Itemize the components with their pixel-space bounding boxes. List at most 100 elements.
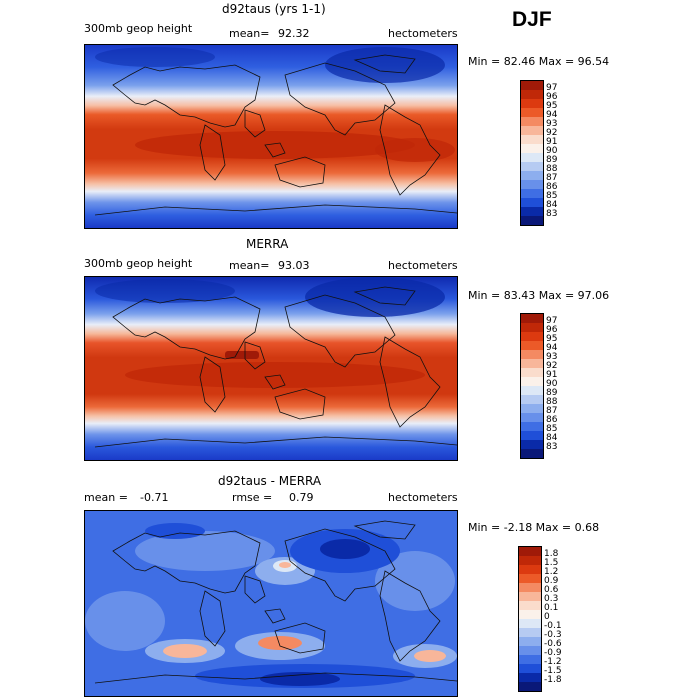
- colorbar-swatch: [521, 332, 543, 341]
- colorbar-tick-label: 89: [546, 155, 558, 165]
- colorbar-tick-label: -1.2: [544, 657, 562, 667]
- colorbar-swatch: [521, 449, 543, 458]
- panel-3-colorbar: [518, 546, 542, 692]
- colorbar-tick-label: 87: [546, 173, 558, 183]
- colorbar-swatch: [521, 81, 543, 90]
- colorbar-tick-label: 85: [546, 424, 558, 434]
- colorbar-swatch: [521, 440, 543, 449]
- panel-1-map-field: [85, 45, 457, 228]
- panel-3-mean-label: mean =: [84, 491, 128, 504]
- colorbar-tick-label: 96: [546, 92, 558, 102]
- colorbar-swatch: [521, 180, 543, 189]
- panel-1-units: hectometers: [388, 27, 458, 40]
- panel-2-mean-value: 93.03: [278, 259, 310, 272]
- colorbar-tick-label: 95: [546, 101, 558, 111]
- panel-3-rmse-value: 0.79: [289, 491, 314, 504]
- colorbar-swatch: [519, 673, 541, 682]
- colorbar-tick-label: 86: [546, 182, 558, 192]
- colorbar-swatch: [521, 431, 543, 440]
- colorbar-tick-label: 97: [546, 316, 558, 326]
- colorbar-swatch: [519, 646, 541, 655]
- colorbar-swatch: [521, 198, 543, 207]
- colorbar-swatch: [521, 135, 543, 144]
- panel-1-colorbar: [520, 80, 544, 226]
- colorbar-swatch: [519, 682, 541, 691]
- colorbar-swatch: [519, 601, 541, 610]
- colorbar-swatch: [519, 655, 541, 664]
- season-label: DJF: [512, 8, 552, 31]
- colorbar-swatch: [519, 574, 541, 583]
- colorbar-swatch: [519, 592, 541, 601]
- panel-3-map: [84, 510, 458, 697]
- colorbar-tick-label: 86: [546, 415, 558, 425]
- panel-3-map-field: [85, 511, 457, 696]
- panel-2-colorbar: [520, 313, 544, 459]
- colorbar-tick-label: 1.8: [544, 549, 559, 559]
- colorbar-swatch: [521, 368, 543, 377]
- colorbar-tick-label: 87: [546, 406, 558, 416]
- panel-3-rmse-label: rmse =: [232, 491, 273, 504]
- colorbar-tick-label: 90: [546, 146, 558, 156]
- colorbar-swatch: [521, 153, 543, 162]
- colorbar-tick-label: 85: [546, 191, 558, 201]
- colorbar-tick-label: 95: [546, 334, 558, 344]
- colorbar-tick-label: 97: [546, 83, 558, 93]
- panel-2-mean-label: mean=: [229, 259, 270, 272]
- colorbar-tick-label: 83: [546, 442, 558, 452]
- colorbar-swatch: [521, 117, 543, 126]
- colorbar-tick-label: 0.1: [544, 603, 559, 613]
- colorbar-swatch: [521, 162, 543, 171]
- colorbar-tick-label: 88: [546, 164, 558, 174]
- colorbar-swatch: [519, 628, 541, 637]
- panel-1-map: [84, 44, 458, 229]
- colorbar-tick-label: 1.5: [544, 558, 559, 568]
- colorbar-swatch: [521, 350, 543, 359]
- colorbar-swatch: [521, 341, 543, 350]
- colorbar-swatch: [519, 583, 541, 592]
- colorbar-tick-label: -1.5: [544, 666, 562, 676]
- colorbar-tick-label: 0: [544, 612, 550, 622]
- colorbar-swatch: [521, 386, 543, 395]
- colorbar-swatch: [521, 377, 543, 386]
- colorbar-tick-label: 89: [546, 388, 558, 398]
- colorbar-tick-label: 1.2: [544, 567, 559, 577]
- colorbar-swatch: [521, 189, 543, 198]
- panel-1-mean-value: 92.32: [278, 27, 310, 40]
- colorbar-tick-label: -0.9: [544, 648, 562, 658]
- colorbar-tick-label: 0.6: [544, 585, 559, 595]
- colorbar-swatch: [521, 404, 543, 413]
- colorbar-swatch: [519, 556, 541, 565]
- panel-3-title: d92taus - MERRA: [218, 474, 322, 488]
- colorbar-tick-label: -1.8: [544, 675, 562, 685]
- colorbar-tick-label: 91: [546, 370, 558, 380]
- colorbar-tick-label: 90: [546, 379, 558, 389]
- colorbar-swatch: [521, 422, 543, 431]
- panel-3-units: hectometers: [388, 491, 458, 504]
- panel-1-title: d92taus (yrs 1-1): [222, 2, 326, 16]
- colorbar-tick-label: 93: [546, 119, 558, 129]
- colorbar-swatch: [521, 216, 543, 225]
- colorbar-tick-label: 94: [546, 110, 558, 120]
- panel-2-field-label: 300mb geop height: [84, 257, 193, 270]
- colorbar-tick-label: 94: [546, 343, 558, 353]
- colorbar-tick-label: -0.3: [544, 630, 562, 640]
- colorbar-swatch: [521, 395, 543, 404]
- colorbar-swatch: [519, 610, 541, 619]
- colorbar-tick-label: 92: [546, 128, 558, 138]
- colorbar-tick-label: 84: [546, 433, 558, 443]
- colorbar-swatch: [519, 664, 541, 673]
- panel-2-map: [84, 276, 458, 461]
- panel-3-minmax: Min = -2.18 Max = 0.68: [468, 521, 600, 534]
- colorbar-swatch: [521, 126, 543, 135]
- panel-1-mean-label: mean=: [229, 27, 270, 40]
- colorbar-swatch: [519, 619, 541, 628]
- panel-3-mean-value: -0.71: [140, 491, 169, 504]
- panel-2-map-field: [85, 277, 457, 460]
- colorbar-swatch: [521, 323, 543, 332]
- colorbar-swatch: [521, 359, 543, 368]
- panel-2-minmax: Min = 83.43 Max = 97.06: [468, 289, 610, 302]
- colorbar-tick-label: -0.1: [544, 621, 562, 631]
- colorbar-tick-label: 96: [546, 325, 558, 335]
- colorbar-swatch: [521, 90, 543, 99]
- colorbar-tick-label: 0.3: [544, 594, 559, 604]
